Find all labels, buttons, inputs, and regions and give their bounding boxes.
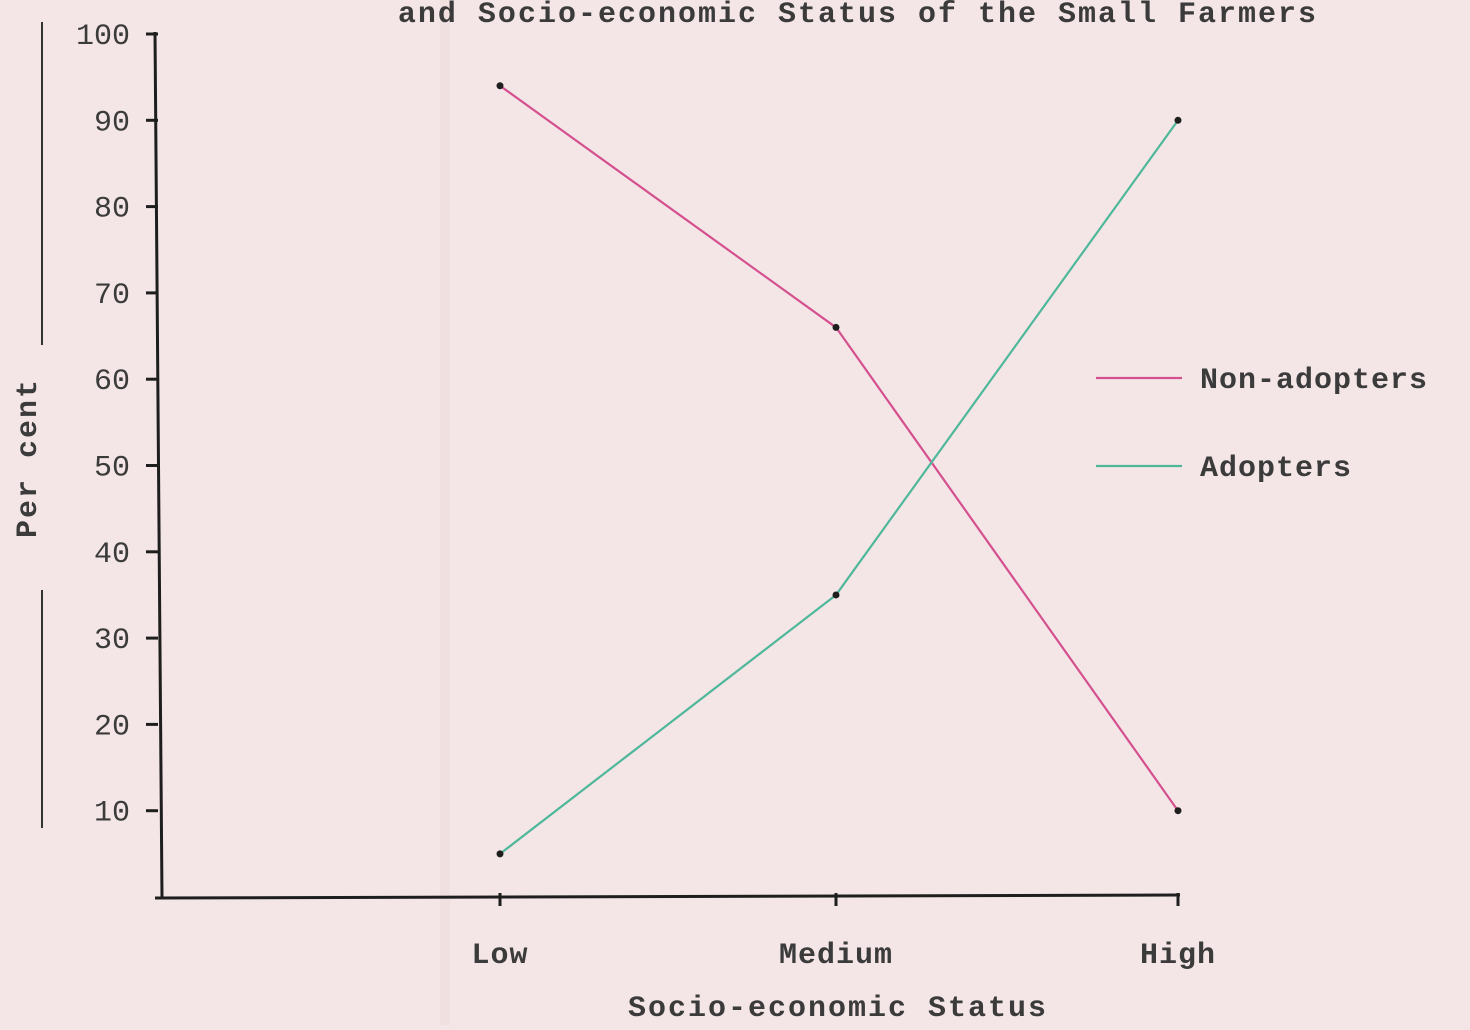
y-tick-label: 20 [94,710,130,744]
y-tick-label: 90 [94,106,130,140]
data-point-adopters [496,850,504,858]
y-tick-group: 10 20 30 40 50 60 70 80 90 100 [76,20,158,831]
legend: Non-adopters Adopters [1096,364,1428,486]
y-tick-label: 30 [94,624,130,658]
data-point-adopters [1174,116,1182,124]
data-point-non-adopters [496,82,504,90]
chart-title: and Socio-economic Status of the Small F… [398,0,1318,32]
y-tick-label: 60 [94,365,130,399]
data-point-non-adopters [1174,807,1182,815]
x-tick-label: Medium [779,939,893,973]
y-tick-label: 10 [94,797,130,831]
legend-label-non-adopters: Non-adopters [1200,364,1428,398]
x-axis-line [154,893,1181,900]
paper-fold [440,0,450,1025]
x-tick-group: Low Medium High [471,893,1216,973]
y-axis-line [153,31,164,899]
data-point-adopters [832,591,840,599]
y-tick-label: 50 [94,452,130,486]
x-axis-title: Socio-economic Status [628,992,1048,1025]
y-tick-label: 40 [94,538,130,572]
data-point-non-adopters [832,323,840,331]
y-axis-title: Per cent [12,378,46,538]
legend-label-adopters: Adopters [1200,452,1352,486]
y-tick-label: 80 [94,193,130,227]
x-tick-label: High [1140,939,1216,973]
y-tick-label: 100 [76,20,130,54]
series-group [496,82,1182,858]
x-tick-label: Low [471,939,528,973]
y-tick-label: 70 [94,279,130,313]
